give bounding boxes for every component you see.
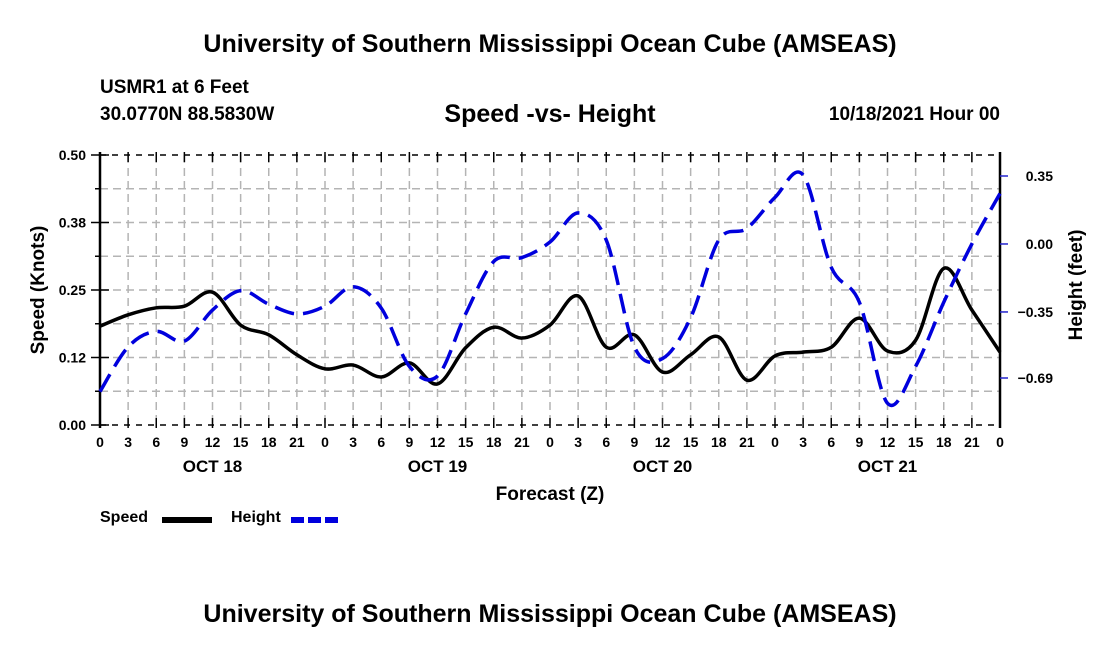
legend-height-label: Height	[231, 509, 281, 526]
ticks: 0 3 6 9 12 15 18 21 0 3 6 9 12 15 18 21 0 3 6 9 12 15 18 21 0 3 6 9…	[59, 147, 1053, 476]
series-line-height	[98, 170, 1002, 408]
x-day-label: OCT 18	[183, 457, 243, 476]
forecast-datetime: 10/18/2021 Hour 00	[828, 104, 1000, 125]
x-tick-label: 21	[964, 434, 980, 450]
main-title: University of Southern Mississippi Ocean…	[203, 30, 897, 58]
x-tick-label: 6	[377, 434, 385, 450]
y-tick-label: 0.12	[59, 350, 86, 366]
y-axis-label: Speed (Knots)	[28, 226, 49, 355]
y-tick-label: 0.00	[59, 417, 86, 433]
x-tick-label: 18	[936, 434, 952, 450]
x-tick-label: 18	[261, 434, 277, 450]
y2-tick-label: −0.35	[1018, 304, 1054, 320]
y-tick-label: 0.38	[59, 215, 86, 231]
x-tick-label: 15	[683, 434, 699, 450]
series-line-speed	[99, 266, 1002, 386]
y-tick-label: 0.25	[59, 282, 86, 298]
legend-speed-label: Speed	[100, 509, 149, 526]
x-tick-label: 15	[233, 434, 249, 450]
bottom-title: University of Southern Mississippi Ocean…	[203, 600, 897, 628]
x-tick-label: 6	[152, 434, 160, 450]
x-tick-label: 9	[405, 434, 413, 450]
x-tick-label: 3	[574, 434, 582, 450]
x-day-label: OCT 20	[633, 457, 693, 476]
x-tick-label: 0	[996, 434, 1004, 450]
x-tick-label: 21	[739, 434, 755, 450]
x-tick-label: 18	[486, 434, 502, 450]
x-tick-label: 9	[180, 434, 188, 450]
x-tick-label: 9	[630, 434, 638, 450]
x-day-label: OCT 19	[408, 457, 468, 476]
x-tick-label: 6	[827, 434, 835, 450]
x-tick-label: 9	[855, 434, 863, 450]
x-tick-label: 6	[602, 434, 610, 450]
x-tick-label: 3	[124, 434, 132, 450]
x-tick-label: 12	[655, 434, 671, 450]
x-tick-label: 0	[771, 434, 779, 450]
y2-tick-label: 0.35	[1026, 168, 1053, 184]
x-tick-label: 21	[289, 434, 305, 450]
y2-tick-label: 0.00	[1026, 236, 1053, 252]
station-label: USMR1 at 6 Feet	[100, 77, 249, 98]
series-group	[98, 170, 1002, 408]
x-tick-label: 3	[349, 434, 357, 450]
coordinates-label: 30.0770N 88.5830W	[100, 104, 275, 125]
x-tick-label: 3	[799, 434, 807, 450]
x-tick-label: 15	[908, 434, 924, 450]
x-day-label: OCT 21	[858, 457, 918, 476]
x-tick-label: 21	[514, 434, 530, 450]
x-tick-label: 12	[430, 434, 446, 450]
x-tick-label: 0	[96, 434, 104, 450]
y2-tick-label: −0.69	[1018, 370, 1054, 386]
x-tick-label: 15	[458, 434, 474, 450]
x-tick-label: 0	[546, 434, 554, 450]
x-axis-label: Forecast (Z)	[496, 484, 605, 505]
chart-subtitle: Speed -vs- Height	[444, 100, 656, 128]
grid	[100, 155, 1000, 425]
x-tick-label: 12	[205, 434, 221, 450]
y-tick-label: 0.50	[59, 147, 86, 163]
x-tick-label: 18	[711, 434, 727, 450]
x-tick-label: 12	[880, 434, 896, 450]
y2-axis-label: Height (feet)	[1066, 230, 1087, 341]
x-tick-label: 0	[321, 434, 329, 450]
